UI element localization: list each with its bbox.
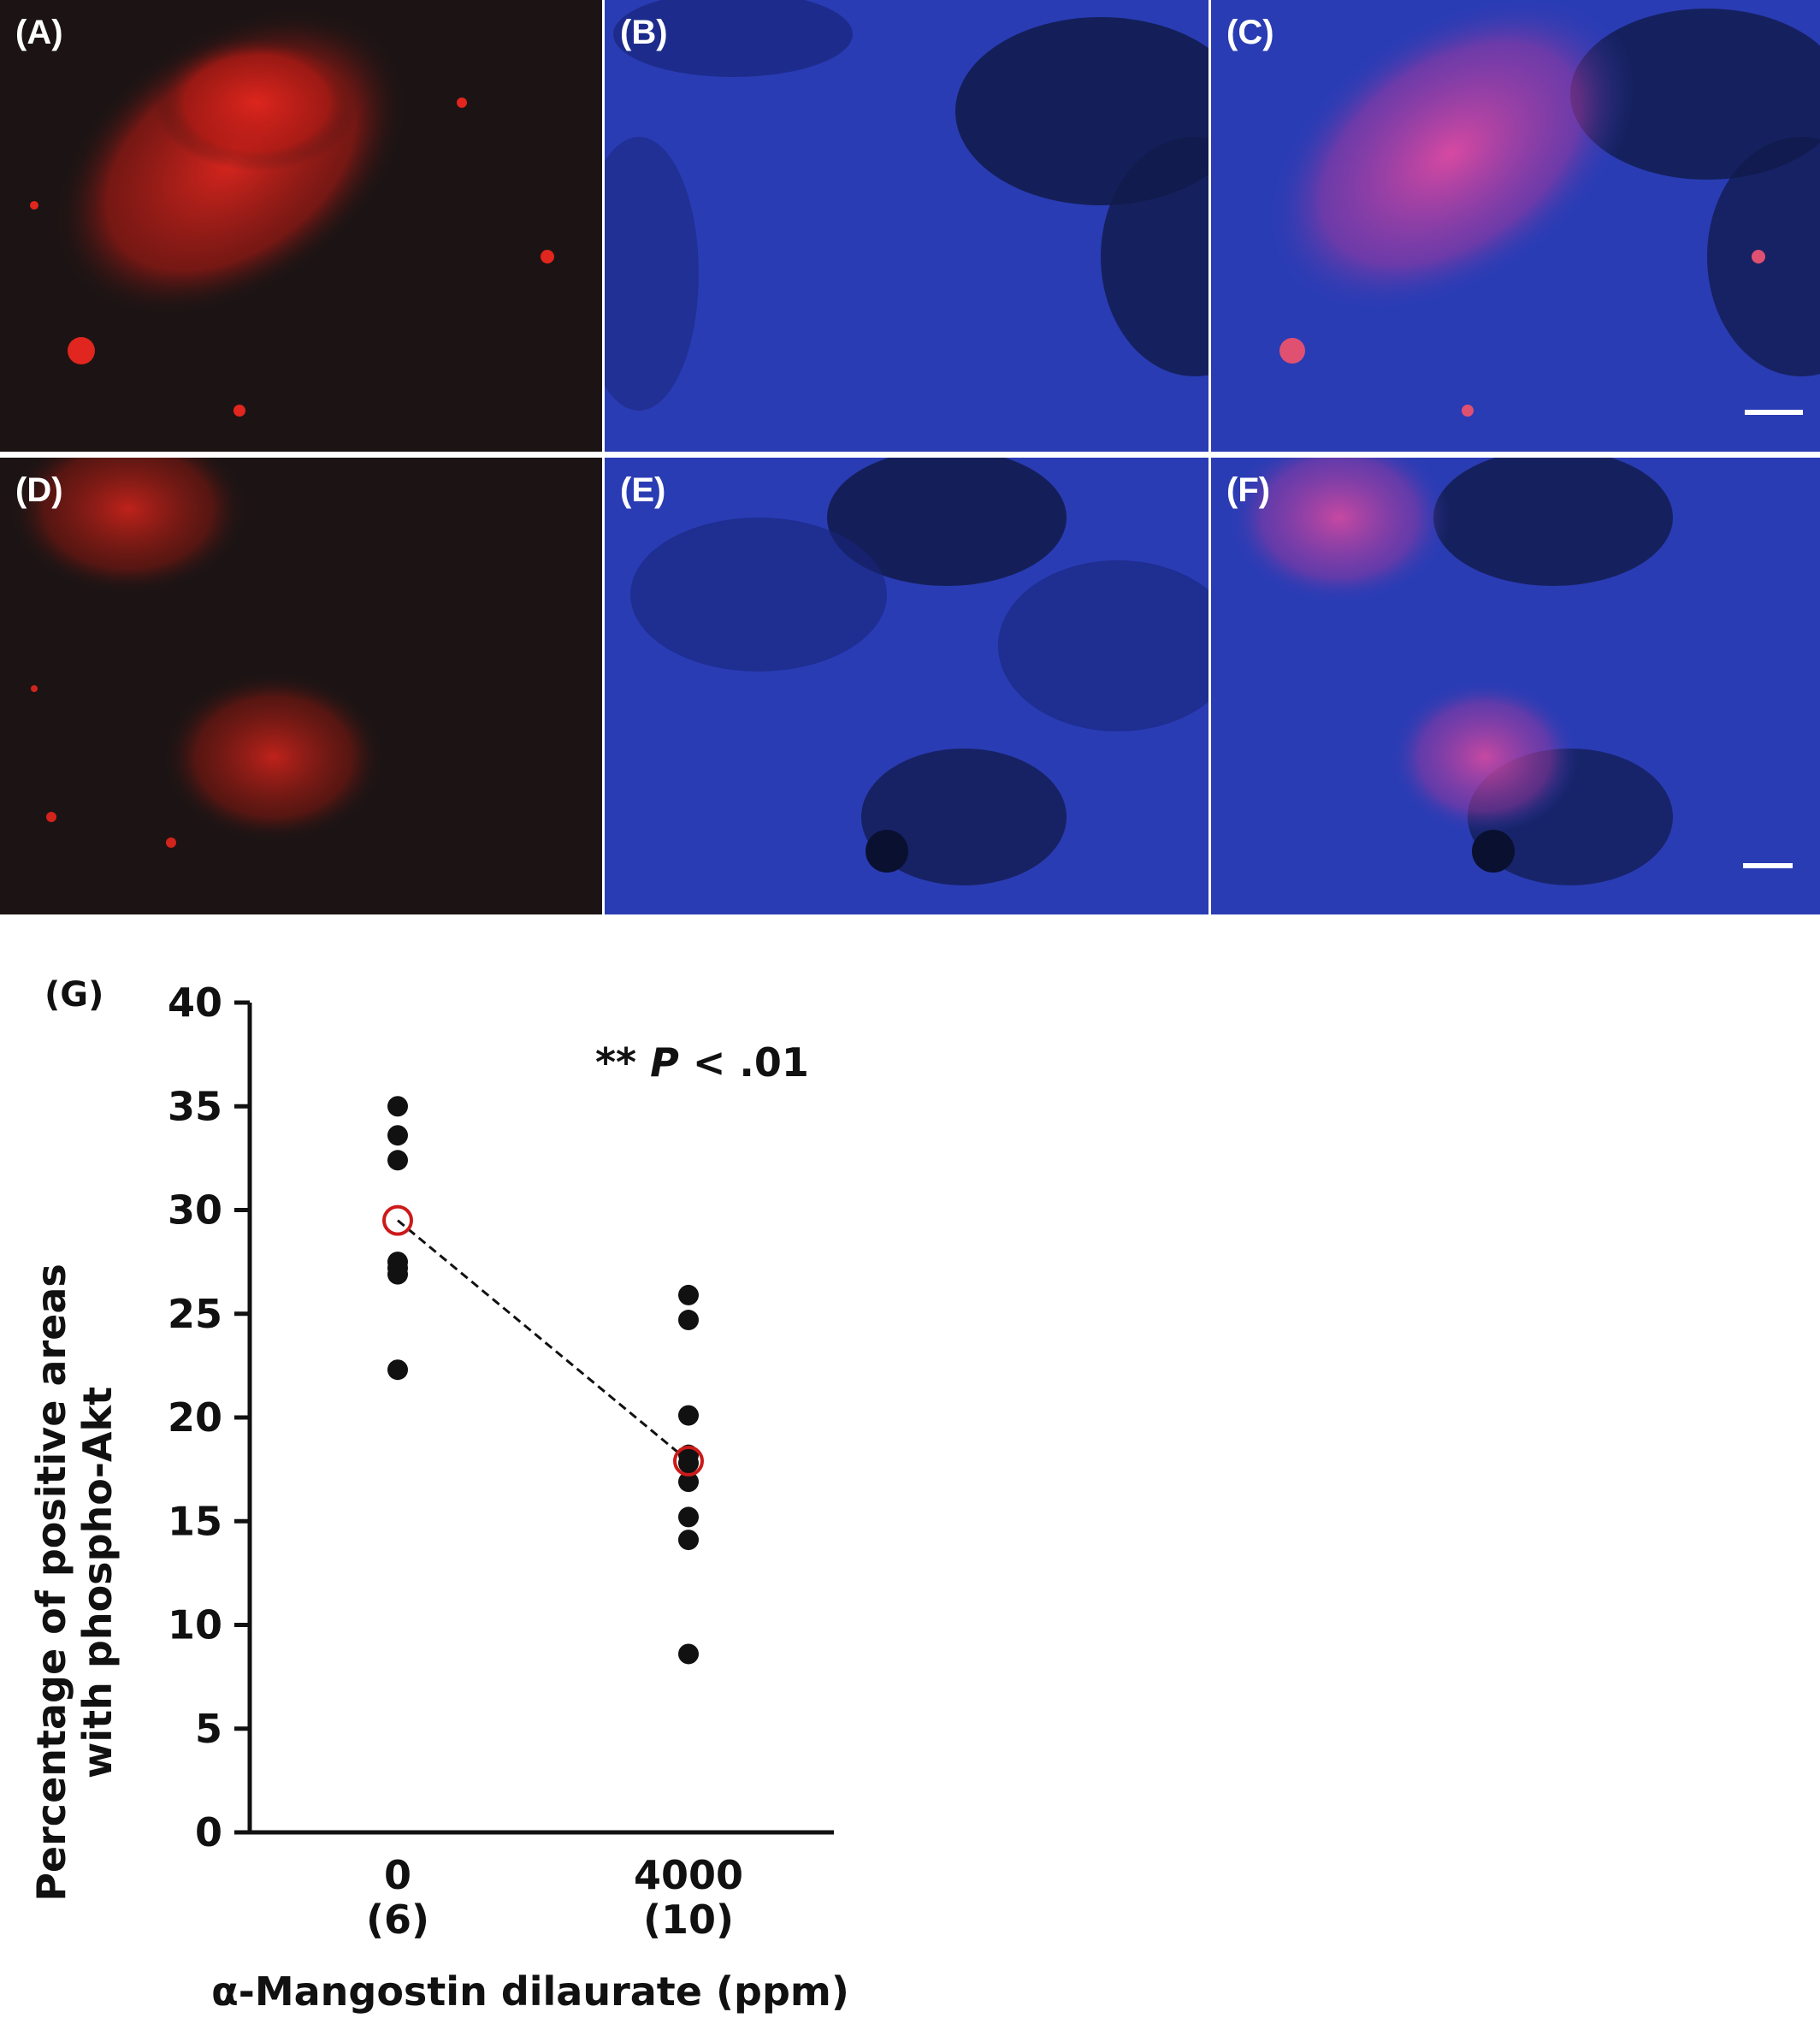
x-tick-label: 4000 [634, 1852, 743, 1898]
data-points [387, 1096, 699, 1665]
y-tick-label: 0 [195, 1809, 222, 1855]
data-point [678, 1506, 699, 1528]
data-point [678, 1310, 699, 1331]
x-tick-sublabel: (10) [643, 1897, 734, 1943]
y-tick-label: 25 [168, 1291, 222, 1337]
data-point [387, 1359, 408, 1381]
x-axis-title: α-Mangostin dilaurate (ppm) [211, 1968, 849, 2015]
merged-stain-image [1228, 458, 1673, 885]
micrograph-panel-e: (E) [605, 458, 1208, 914]
data-point [387, 1150, 408, 1171]
data-point [387, 1263, 408, 1285]
data-point [678, 1471, 699, 1493]
micrograph-panel-d: (D) [0, 458, 602, 914]
x-axis: 0(6) 4000(10) [250, 1830, 834, 1943]
y-axis-title-line2: with phospho-Akt [74, 1387, 121, 1778]
blue-stain-image [630, 458, 1208, 885]
micrograph-panel-a: (A) [0, 0, 602, 452]
micrograph-panel-b: (B) [605, 0, 1208, 452]
x-tick-label: 0 [384, 1852, 411, 1898]
chart-panel-label: (G) [44, 975, 103, 1015]
data-point [678, 1453, 699, 1474]
y-tick-label: 5 [195, 1706, 222, 1752]
micrograph-panel-c: (C) [1211, 0, 1820, 452]
red-stain-image [9, 458, 385, 848]
y-tick-label: 30 [168, 1187, 222, 1234]
mean-marker [673, 1445, 704, 1477]
data-point [387, 1125, 408, 1146]
panel-label: (A) [15, 14, 63, 51]
blue-stain-image [605, 0, 1208, 411]
mean-marker [382, 1204, 413, 1236]
significance-annotation: ** P < .01 [595, 1039, 809, 1086]
y-tick-label: 35 [168, 1083, 222, 1129]
y-axis: 0 5 10 15 20 25 30 35 40 [168, 979, 252, 1855]
data-point [678, 1530, 699, 1551]
data-point [387, 1096, 408, 1117]
y-tick-label: 15 [168, 1498, 222, 1544]
panel-label: (B) [620, 14, 668, 51]
panel-label: (D) [15, 471, 63, 509]
data-point [678, 1405, 699, 1426]
micrograph-panel-f: (F) [1211, 458, 1820, 914]
panel-label: (E) [620, 471, 666, 509]
data-point [678, 1643, 699, 1665]
y-tick-label: 40 [168, 979, 222, 1026]
panel-label: (C) [1226, 14, 1274, 51]
data-point [678, 1284, 699, 1305]
merged-stain-image [1267, 0, 1820, 417]
mean-markers [382, 1204, 704, 1477]
y-axis-title: Percentage of positive areas with phosph… [28, 1263, 121, 1902]
mean-connector-line [397, 1219, 689, 1463]
y-tick-label: 10 [168, 1602, 222, 1648]
y-axis-title-line1: Percentage of positive areas [28, 1263, 74, 1902]
y-tick-label: 20 [168, 1394, 222, 1441]
scale-bar [1745, 410, 1803, 415]
panel-label: (F) [1226, 471, 1271, 509]
mean-line [397, 1219, 689, 1463]
red-stain-image [30, 8, 554, 417]
scale-bar [1743, 863, 1793, 868]
x-tick-sublabel: (6) [366, 1897, 429, 1943]
